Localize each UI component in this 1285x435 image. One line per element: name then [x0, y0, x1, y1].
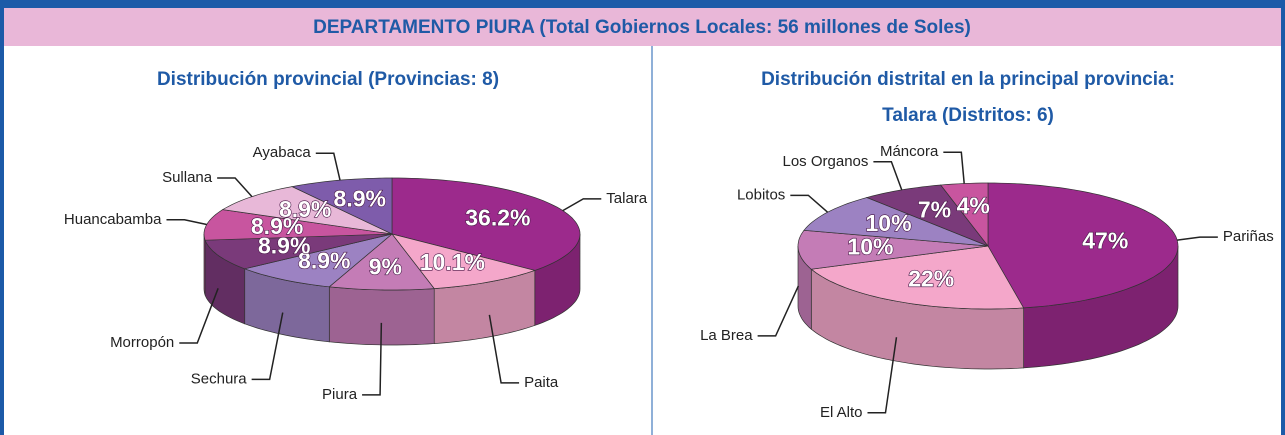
pie-slice	[243, 233, 393, 288]
value-label: 4%	[957, 192, 990, 218]
category-label: El Alto	[820, 404, 863, 421]
chart-title: Distribución provincial (Provincias: 8)	[157, 69, 499, 90]
leader-line	[179, 288, 219, 344]
leader-line	[166, 219, 207, 226]
leader-line	[943, 151, 965, 184]
value-label: 9%	[369, 254, 402, 280]
category-label: Talara	[606, 190, 648, 207]
leader-line	[251, 312, 284, 381]
value-label: 8.9%	[251, 213, 303, 239]
pie-slice	[328, 233, 435, 291]
leader-line	[217, 177, 253, 198]
category-label: Sullana	[162, 169, 213, 186]
header-title: DEPARTAMENTO PIURA (Total Gobiernos Loca…	[313, 17, 971, 38]
pie-slice	[987, 182, 1179, 309]
leader-line	[562, 198, 602, 212]
chart-title: Distribución distrital en la principal p…	[761, 69, 1175, 90]
leader-line	[873, 161, 903, 191]
pie-slice	[204, 233, 393, 270]
pie-slice-side	[203, 233, 206, 296]
category-label: Morropón	[110, 334, 174, 351]
value-label: 10%	[866, 210, 912, 236]
leader-line	[1177, 236, 1218, 241]
top-bar	[0, 0, 1285, 8]
leader-line	[362, 322, 383, 396]
category-label: Ayabaca	[253, 144, 312, 161]
category-label: Lobitos	[737, 186, 785, 203]
value-label: 47%	[1082, 227, 1128, 253]
category-label: Paita	[524, 374, 559, 391]
pie-slice	[797, 229, 989, 270]
value-label: 8.9%	[258, 232, 310, 258]
value-label: 36.2%	[465, 205, 530, 231]
value-label: 10.1%	[420, 249, 485, 275]
value-label: 10%	[847, 234, 893, 260]
category-label: La Brea	[700, 327, 753, 344]
category-label: Máncora	[880, 143, 939, 160]
right-border	[1281, 0, 1285, 435]
category-label: Los Organos	[783, 153, 869, 170]
category-label: Huancabamba	[64, 211, 162, 228]
leader-line	[488, 314, 520, 384]
value-label: 8.9%	[279, 196, 331, 222]
header-band	[0, 8, 1285, 46]
leader-line	[790, 194, 829, 213]
leader-line	[867, 337, 898, 414]
pie-slice	[810, 245, 1025, 310]
value-label: 7%	[918, 196, 951, 222]
value-label: 8.9%	[298, 247, 350, 273]
left-border	[0, 0, 4, 435]
pie-slice	[221, 186, 393, 235]
pie-slice	[391, 233, 537, 289]
category-label: Sechura	[191, 370, 248, 387]
leader-line	[757, 285, 800, 337]
category-label: Piura	[322, 386, 358, 403]
pie-slice	[940, 182, 989, 248]
leader-line	[315, 152, 341, 181]
value-label: 22%	[908, 265, 954, 291]
pie-slice	[203, 209, 393, 241]
pie-slice	[865, 184, 990, 247]
value-label: 8.9%	[334, 186, 386, 212]
category-label: Pariñas	[1223, 228, 1274, 245]
chart-subtitle: Talara (Distritos: 6)	[882, 105, 1054, 126]
